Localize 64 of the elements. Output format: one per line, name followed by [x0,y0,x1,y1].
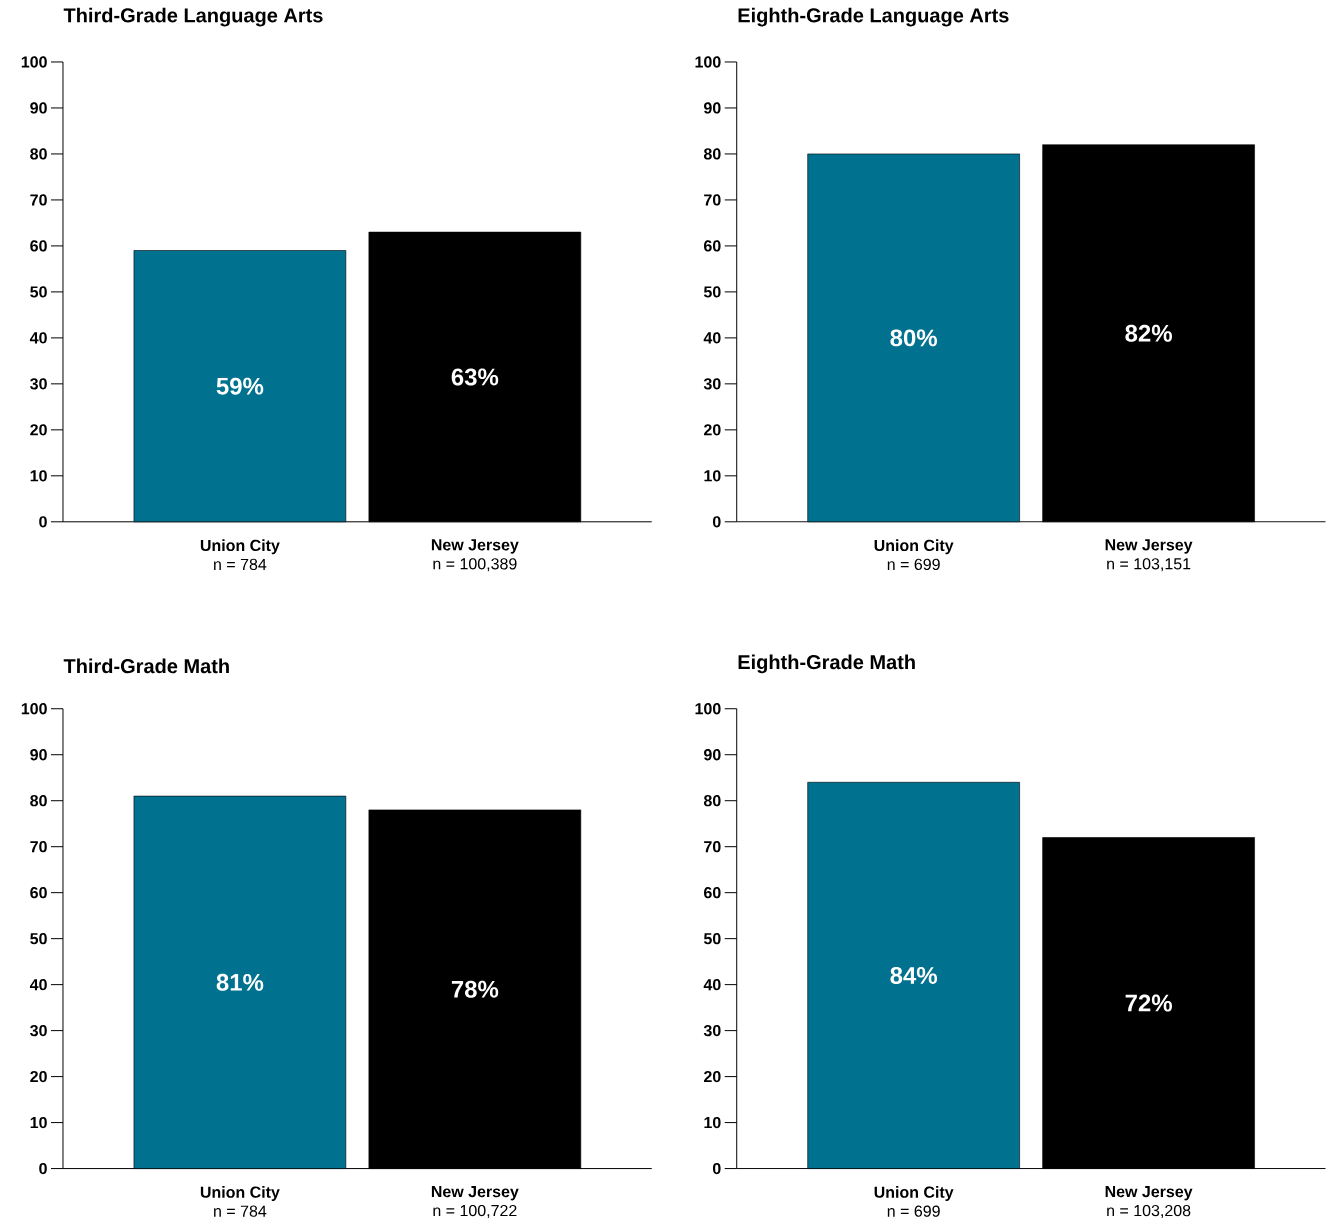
y-tick-label: 30 [30,1025,47,1037]
x-tick-label: New Jersey n = 100,722 [431,1186,519,1219]
y-tick-label: 90 [703,102,721,114]
y-tick-label: 20 [703,424,721,436]
chart-title: Third-Grade Language Arts [63,8,323,27]
y-tick-label: 40 [29,332,47,344]
x-tick-label: Union City n = 784 [200,539,280,571]
y-tick-label: 0 [712,516,721,528]
y-tick-label: 100 [695,703,721,715]
x-tick-label: New Jersey n = 103,208 [1105,1186,1193,1219]
y-tick-label: 20 [703,1071,721,1083]
y-tick-label: 70 [30,841,47,853]
data-label: 80% [890,329,938,347]
y-tick-label: 50 [703,286,721,298]
x-tick-label: New Jersey n = 100,389 [431,539,519,572]
y-tick-label: 70 [30,194,47,206]
x-tick-label: New Jersey n = 103,151 [1105,539,1193,572]
y-tick-label: 0 [39,1163,47,1175]
x-tick-label: Union City n = 784 [200,1186,280,1218]
y-tick-label: 50 [703,933,721,945]
y-tick-label: 70 [704,194,721,206]
y-tick-label: 90 [30,749,47,761]
y-tick-label: 30 [703,1025,721,1037]
y-tick-label: 20 [30,424,47,436]
y-tick-label: 80 [703,795,721,807]
chart-title: Third-Grade Math [63,658,229,674]
data-label: 63% [451,368,499,386]
y-tick-label: 80 [30,148,47,160]
x-tick-label: Union City n = 699 [874,1186,954,1218]
y-tick-label: 40 [703,979,721,991]
y-tick-label: 0 [39,516,47,528]
y-tick-label: 80 [703,148,721,160]
y-tick-label: 90 [703,749,721,761]
chart-title: Eighth-Grade Math [738,654,915,674]
data-label: 72% [1125,994,1172,1012]
data-label: 59% [216,377,264,395]
y-tick-label: 60 [704,887,721,899]
y-tick-label: 60 [30,887,47,899]
chart-title: Eighth-Grade Language Arts [738,8,1009,27]
y-tick-label: 100 [695,56,721,68]
y-tick-label: 100 [21,703,47,715]
y-tick-label: 60 [30,240,47,252]
y-tick-label: 60 [704,240,721,252]
data-label: 81% [216,974,264,992]
y-tick-label: 70 [704,841,721,853]
y-tick-label: 100 [21,56,47,68]
y-tick-label: 40 [29,979,47,991]
data-label: 84% [890,967,938,985]
data-label: 78% [451,980,499,998]
y-tick-label: 0 [712,1163,721,1175]
y-tick-label: 10 [704,1117,721,1129]
y-tick-label: 40 [703,332,721,344]
y-tick-label: 90 [30,102,47,114]
y-tick-label: 10 [30,1117,47,1129]
y-tick-label: 30 [30,378,47,390]
y-tick-label: 80 [30,795,47,807]
y-tick-label: 30 [703,378,721,390]
data-label: 82% [1125,325,1172,342]
x-tick-label: Union City n = 699 [874,539,954,571]
y-tick-label: 50 [30,933,47,945]
y-tick-label: 20 [30,1071,47,1083]
y-tick-label: 10 [30,470,47,482]
y-tick-label: 50 [30,286,47,298]
y-tick-label: 10 [704,470,721,482]
